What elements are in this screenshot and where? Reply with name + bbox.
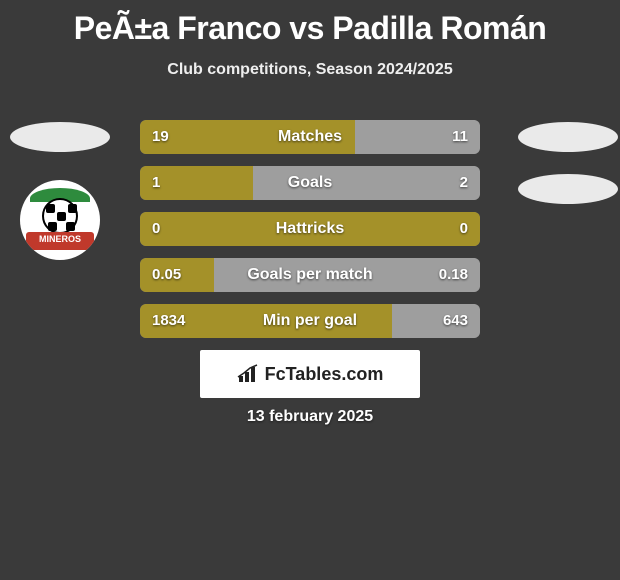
brand-text: FcTables.com [265,364,384,385]
stat-value-right: 2 [460,166,468,200]
bar-chart-icon [237,364,259,384]
stat-value-right: 0 [460,212,468,246]
stat-row: Matches19 11 [140,120,480,154]
page-title: PeÃ±a Franco vs Padilla Román [0,0,620,47]
stat-label: Matches [140,120,480,154]
stat-value-left: 0 [152,212,160,246]
stat-value-left: 1834 [152,304,185,338]
player-left-emblem-1 [10,122,110,152]
page-subtitle: Club competitions, Season 2024/2025 [0,61,620,79]
stat-row: Goals per match0.05 0.18 [140,258,480,292]
stat-value-right: 11 [452,120,468,154]
stat-label: Goals [140,166,480,200]
club-badge-name: MINEROS [39,234,81,244]
stat-value-left: 19 [152,120,169,154]
stat-value-right: 0.18 [439,258,468,292]
brand-box[interactable]: FcTables.com [200,350,420,398]
stat-label: Goals per match [140,258,480,292]
date-line: 13 february 2025 [0,408,620,426]
club-badge: MINEROS [20,180,100,260]
stat-value-left: 0.05 [152,258,181,292]
stat-value-left: 1 [152,166,160,200]
stat-value-right: 643 [443,304,468,338]
stat-label: Hattricks [140,212,480,246]
stat-row: Min per goal1834 643 [140,304,480,338]
stat-row: Hattricks0 0 [140,212,480,246]
stat-row: Goals1 2 [140,166,480,200]
player-right-emblem-2 [518,174,618,204]
stats-bars: Matches19 11 Goals1 2 Hattricks0 0 Goals per m… [140,120,480,350]
stat-label: Min per goal [140,304,480,338]
player-right-emblem-1 [518,122,618,152]
